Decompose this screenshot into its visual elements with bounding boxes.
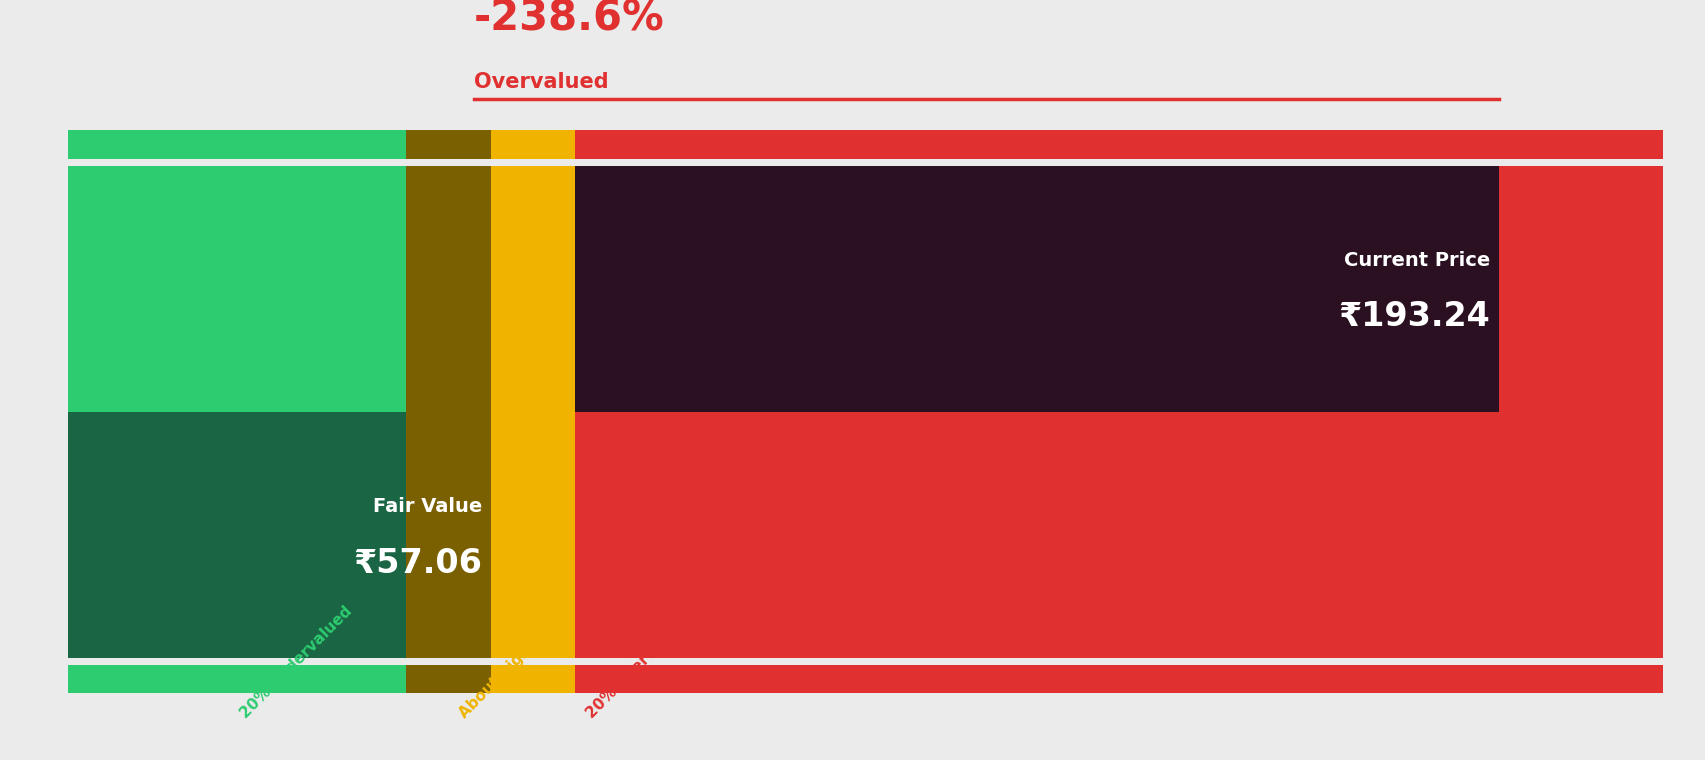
Text: About Right: About Right xyxy=(457,638,539,721)
FancyBboxPatch shape xyxy=(68,131,406,159)
Text: 20% Undervalued: 20% Undervalued xyxy=(237,603,355,721)
FancyBboxPatch shape xyxy=(406,131,491,159)
FancyBboxPatch shape xyxy=(491,665,575,693)
FancyBboxPatch shape xyxy=(575,166,1662,412)
Text: Overvalued: Overvalued xyxy=(474,71,609,92)
FancyBboxPatch shape xyxy=(575,412,1662,658)
FancyBboxPatch shape xyxy=(68,412,406,658)
FancyBboxPatch shape xyxy=(406,412,491,658)
FancyBboxPatch shape xyxy=(491,131,575,159)
FancyBboxPatch shape xyxy=(68,665,406,693)
FancyBboxPatch shape xyxy=(491,166,575,412)
Text: 20% Overvalued: 20% Overvalued xyxy=(583,612,692,721)
FancyBboxPatch shape xyxy=(575,166,1499,412)
FancyBboxPatch shape xyxy=(68,166,406,412)
FancyBboxPatch shape xyxy=(406,665,491,693)
FancyBboxPatch shape xyxy=(575,665,1662,693)
Text: ₹193.24: ₹193.24 xyxy=(1338,300,1490,334)
Text: Fair Value: Fair Value xyxy=(373,497,483,516)
Text: Current Price: Current Price xyxy=(1344,251,1490,270)
Text: ₹57.06: ₹57.06 xyxy=(353,546,483,580)
FancyBboxPatch shape xyxy=(491,412,575,658)
FancyBboxPatch shape xyxy=(575,131,1662,159)
Text: -238.6%: -238.6% xyxy=(474,0,663,39)
FancyBboxPatch shape xyxy=(406,166,491,412)
